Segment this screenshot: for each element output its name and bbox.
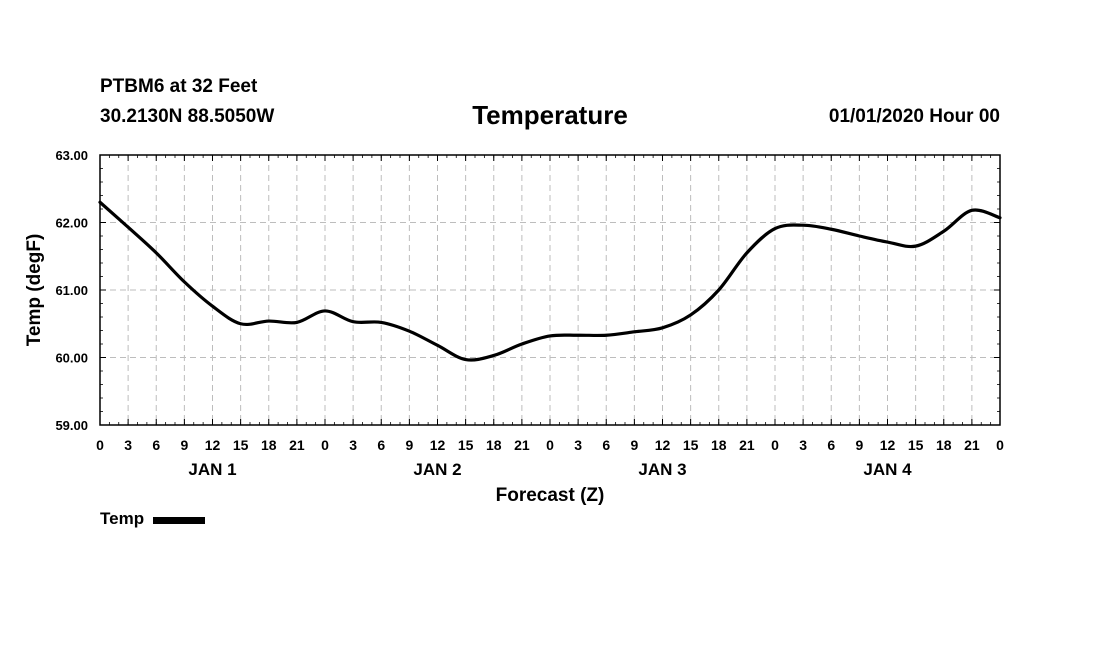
x-tick-label: 9 <box>855 437 863 453</box>
x-tick-label: 3 <box>349 437 357 453</box>
x-tick-label: 21 <box>289 437 305 453</box>
x-tick-label: 0 <box>96 437 104 453</box>
x-tick-label: 3 <box>799 437 807 453</box>
day-label: JAN 4 <box>863 460 912 479</box>
x-tick-label: 21 <box>514 437 530 453</box>
x-tick-label: 18 <box>936 437 952 453</box>
x-tick-label: 6 <box>827 437 835 453</box>
forecast-datetime: 01/01/2020 Hour 00 <box>828 106 1000 127</box>
x-tick-label: 0 <box>771 437 779 453</box>
y-tick-label: 62.00 <box>55 216 88 231</box>
x-tick-label: 18 <box>711 437 727 453</box>
x-tick-label: 9 <box>630 437 638 453</box>
y-tick-label: 59.00 <box>55 418 88 433</box>
y-tick-labels: 59.00 60.00 61.00 62.00 63.00 <box>55 148 88 433</box>
x-tick-label: 3 <box>574 437 582 453</box>
station-label: PTBM6 at 32 Feet <box>100 76 258 97</box>
x-tick-label: 12 <box>430 437 446 453</box>
chart-title: Temperature <box>472 100 628 130</box>
y-tick-label: 63.00 <box>55 148 88 163</box>
day-label: JAN 2 <box>413 460 461 479</box>
x-tick-label: 18 <box>486 437 502 453</box>
legend-label: Temp <box>100 509 145 528</box>
x-tick-label: 15 <box>458 437 474 453</box>
x-tick-label: 9 <box>405 437 413 453</box>
day-label: JAN 1 <box>188 460 236 479</box>
x-tick-label: 6 <box>602 437 610 453</box>
x-tick-label: 0 <box>996 437 1004 453</box>
x-tick-label: 6 <box>377 437 385 453</box>
y-tick-label: 61.00 <box>55 283 88 298</box>
legend-line-swatch <box>153 516 206 524</box>
x-tick-labels: 0 3 6 9 12 15 18 21 0 3 6 9 12 15 18 21 0 3 6 9 12 15 18 21 0 3 6 9… <box>96 437 1004 453</box>
grid <box>100 155 1000 425</box>
temp-series-line <box>98 200 1002 362</box>
x-tick-label: 12 <box>880 437 896 453</box>
x-tick-label: 15 <box>908 437 924 453</box>
day-labels: JAN 1 JAN 2 JAN 3 JAN 4 <box>188 460 912 479</box>
x-tick-label: 18 <box>261 437 277 453</box>
day-label: JAN 3 <box>638 460 686 479</box>
x-tick-label: 21 <box>964 437 980 453</box>
x-tick-label: 21 <box>739 437 755 453</box>
x-tick-label: 6 <box>152 437 160 453</box>
x-tick-label: 0 <box>321 437 329 453</box>
y-axis-label: Temp (degF) <box>24 234 45 347</box>
plot-frame <box>99 154 1001 426</box>
coordinates-label: 30.2130N 88.5050W <box>100 106 275 127</box>
x-tick-label: 9 <box>180 437 188 453</box>
x-tick-label: 3 <box>124 437 132 453</box>
x-tick-label: 12 <box>205 437 221 453</box>
y-tick-label: 60.00 <box>55 351 88 366</box>
x-tick-label: 15 <box>233 437 249 453</box>
x-axis-label: Forecast (Z) <box>496 485 605 506</box>
x-tick-label: 0 <box>546 437 554 453</box>
legend: Temp <box>100 509 206 529</box>
x-tick-label: 15 <box>683 437 699 453</box>
x-tick-label: 12 <box>655 437 671 453</box>
